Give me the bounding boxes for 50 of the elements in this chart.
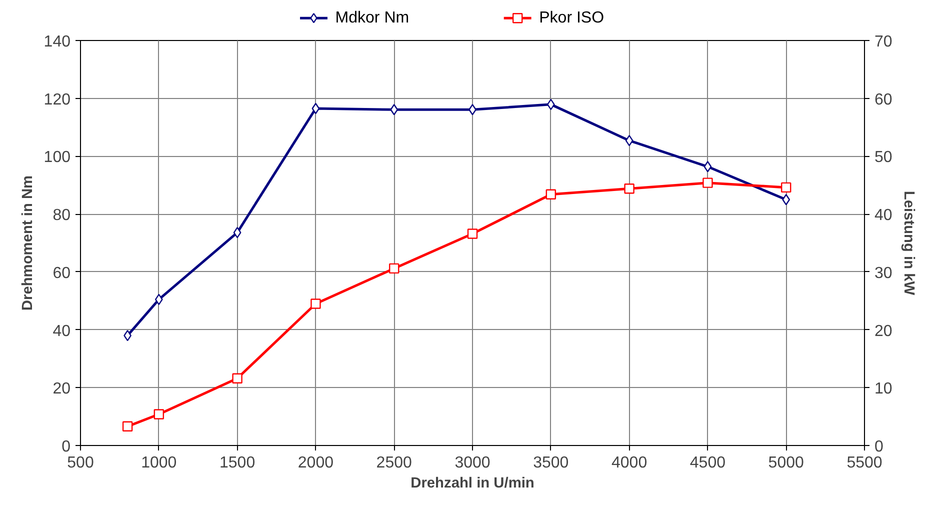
x-tick-label: 5000 — [768, 454, 804, 472]
y-tick-label: 60 — [52, 264, 71, 282]
point — [702, 178, 713, 188]
point — [625, 134, 634, 146]
y2-tick-label: 10 — [874, 380, 892, 398]
y2-axis-title: Leistung in kW — [900, 190, 916, 296]
y2-tick-label: 30 — [874, 264, 892, 282]
point — [546, 98, 555, 110]
y2-tick-label: 70 — [874, 34, 892, 50]
y2-tick-label: 50 — [874, 149, 892, 166]
x-tick-label: 500 — [67, 454, 94, 472]
y-tick-label: 80 — [52, 207, 71, 224]
legend-label: Pkor ISO — [539, 10, 604, 27]
x-tick-label: 3500 — [533, 454, 569, 472]
point — [233, 226, 242, 238]
point — [312, 102, 320, 114]
point — [154, 294, 163, 306]
x-tick-label: 3000 — [454, 454, 490, 472]
y-tick-label: 0 — [62, 438, 71, 456]
point — [390, 104, 398, 116]
y-tick-label: 100 — [44, 149, 71, 166]
y-axis-title: Drehmoment in Nm — [20, 175, 36, 311]
x-axis-title: Drehzahl in U/min — [410, 476, 534, 492]
x-tick-label: 2000 — [298, 454, 334, 472]
y2-tick-label: 0 — [874, 438, 884, 456]
x-tick-label: 4000 — [612, 454, 648, 472]
x-tick-label: 1500 — [220, 454, 256, 472]
x-tick-label: 2500 — [376, 454, 412, 472]
point — [389, 263, 400, 274]
point — [122, 421, 133, 432]
point — [781, 182, 792, 193]
point — [310, 298, 321, 309]
y2-tick-label: 40 — [874, 207, 892, 224]
point — [624, 184, 634, 194]
legend-label: Mdkor Nm — [335, 10, 410, 27]
y-tick-label: 120 — [44, 91, 71, 108]
y2-tick-label: 60 — [874, 91, 892, 108]
point — [546, 189, 556, 200]
y-tick-label: 20 — [52, 380, 71, 398]
y2-tick-label: 20 — [874, 322, 892, 340]
y-tick-label: 140 — [44, 34, 71, 50]
point — [154, 409, 164, 420]
x-tick-label: 1000 — [141, 454, 177, 472]
point — [782, 194, 790, 206]
x-tick-label: 4500 — [690, 454, 726, 472]
point — [704, 161, 712, 172]
y-tick-label: 40 — [52, 322, 71, 340]
point — [467, 228, 478, 239]
point — [232, 373, 242, 384]
x-tick-label: 5500 — [846, 454, 882, 472]
